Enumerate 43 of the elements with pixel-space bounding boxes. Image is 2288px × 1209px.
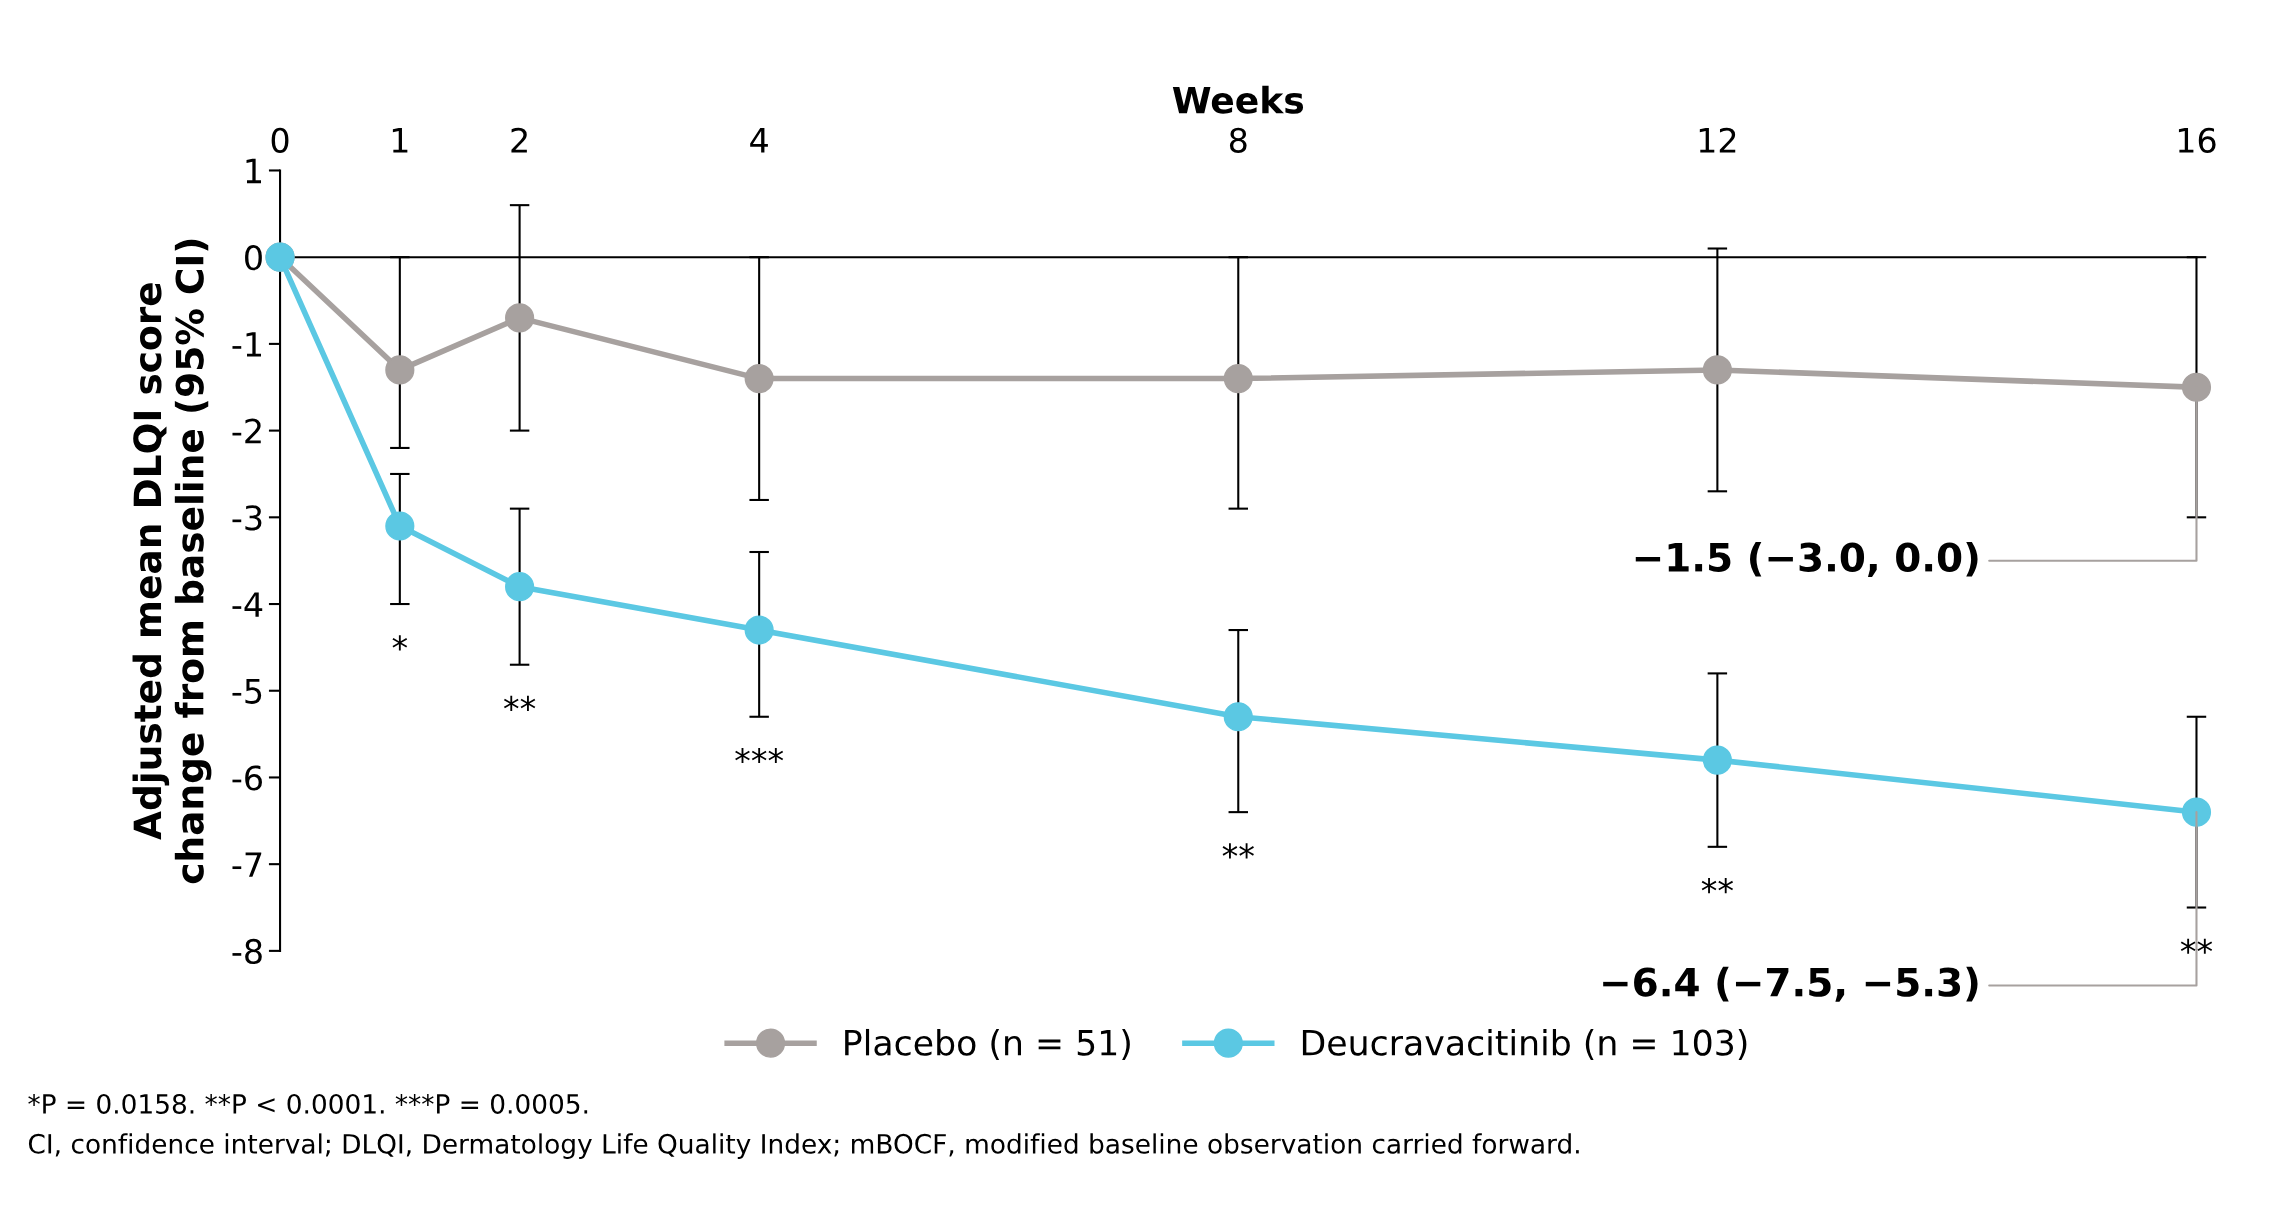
x-tick-label: 2: [511, 127, 527, 153]
point: [505, 303, 535, 333]
x-axis-title: Weeks: [1172, 85, 1304, 114]
point: [1223, 363, 1253, 394]
x-tick-label: 12: [1699, 127, 1736, 153]
y-axis-title: Adjusted mean DLQI score change from baseline (95% CI): [132, 239, 212, 884]
y-tick-label: -7: [232, 852, 262, 877]
legend-label: Placebo (n = 51): [845, 1028, 1130, 1060]
point: [505, 572, 535, 602]
annotation: **: [503, 695, 536, 712]
annotation: ***: [735, 747, 784, 764]
text: CI, confidence interval; DLQI, Dermatology Life Quality Index; mBOCF, modified baseline observation carried forward.: [28, 1133, 1579, 1159]
text: *P = 0.0158. **P < 0.0001. ***P = 0.0005.: [28, 1093, 588, 1114]
annotation: **: [1222, 843, 1254, 859]
annotation: −6.4 (−7.5, −5.3): [1603, 966, 1978, 1002]
x-tick-label: 16: [2178, 127, 2216, 153]
point: [744, 615, 774, 645]
y-tick-label: -6: [232, 765, 262, 791]
point: [1223, 702, 1253, 732]
point: [1702, 355, 1732, 385]
point: [744, 363, 774, 394]
y-tick-label: -8: [232, 938, 262, 965]
x-tick-label: 8: [1229, 127, 1247, 153]
legend-label: Deucravacitinib (n = 103): [1302, 1028, 1747, 1060]
y-tick-label: -5: [232, 679, 262, 704]
y-tick-label: -3: [232, 505, 262, 531]
point: [1702, 745, 1732, 775]
x-tick-label: 1: [392, 128, 408, 153]
annotation: *: [392, 635, 408, 651]
annotation: **: [2180, 938, 2213, 954]
point: [385, 511, 415, 541]
y-tick-label: -2: [232, 418, 261, 444]
point: [2181, 797, 2212, 827]
y-tick-label: -1: [232, 332, 261, 357]
x-tick-label: 0: [271, 127, 289, 153]
x-tick-label: 4: [750, 128, 768, 153]
point: [385, 355, 415, 385]
annotation: **: [1701, 877, 1734, 894]
y-tick-label: 1: [246, 158, 261, 184]
y-tick-label: -4: [232, 592, 263, 617]
annotation: −1.5 (−3.0, 0.0): [1635, 541, 1978, 577]
y-tick-label: 0: [245, 245, 262, 271]
point: [2181, 372, 2212, 402]
